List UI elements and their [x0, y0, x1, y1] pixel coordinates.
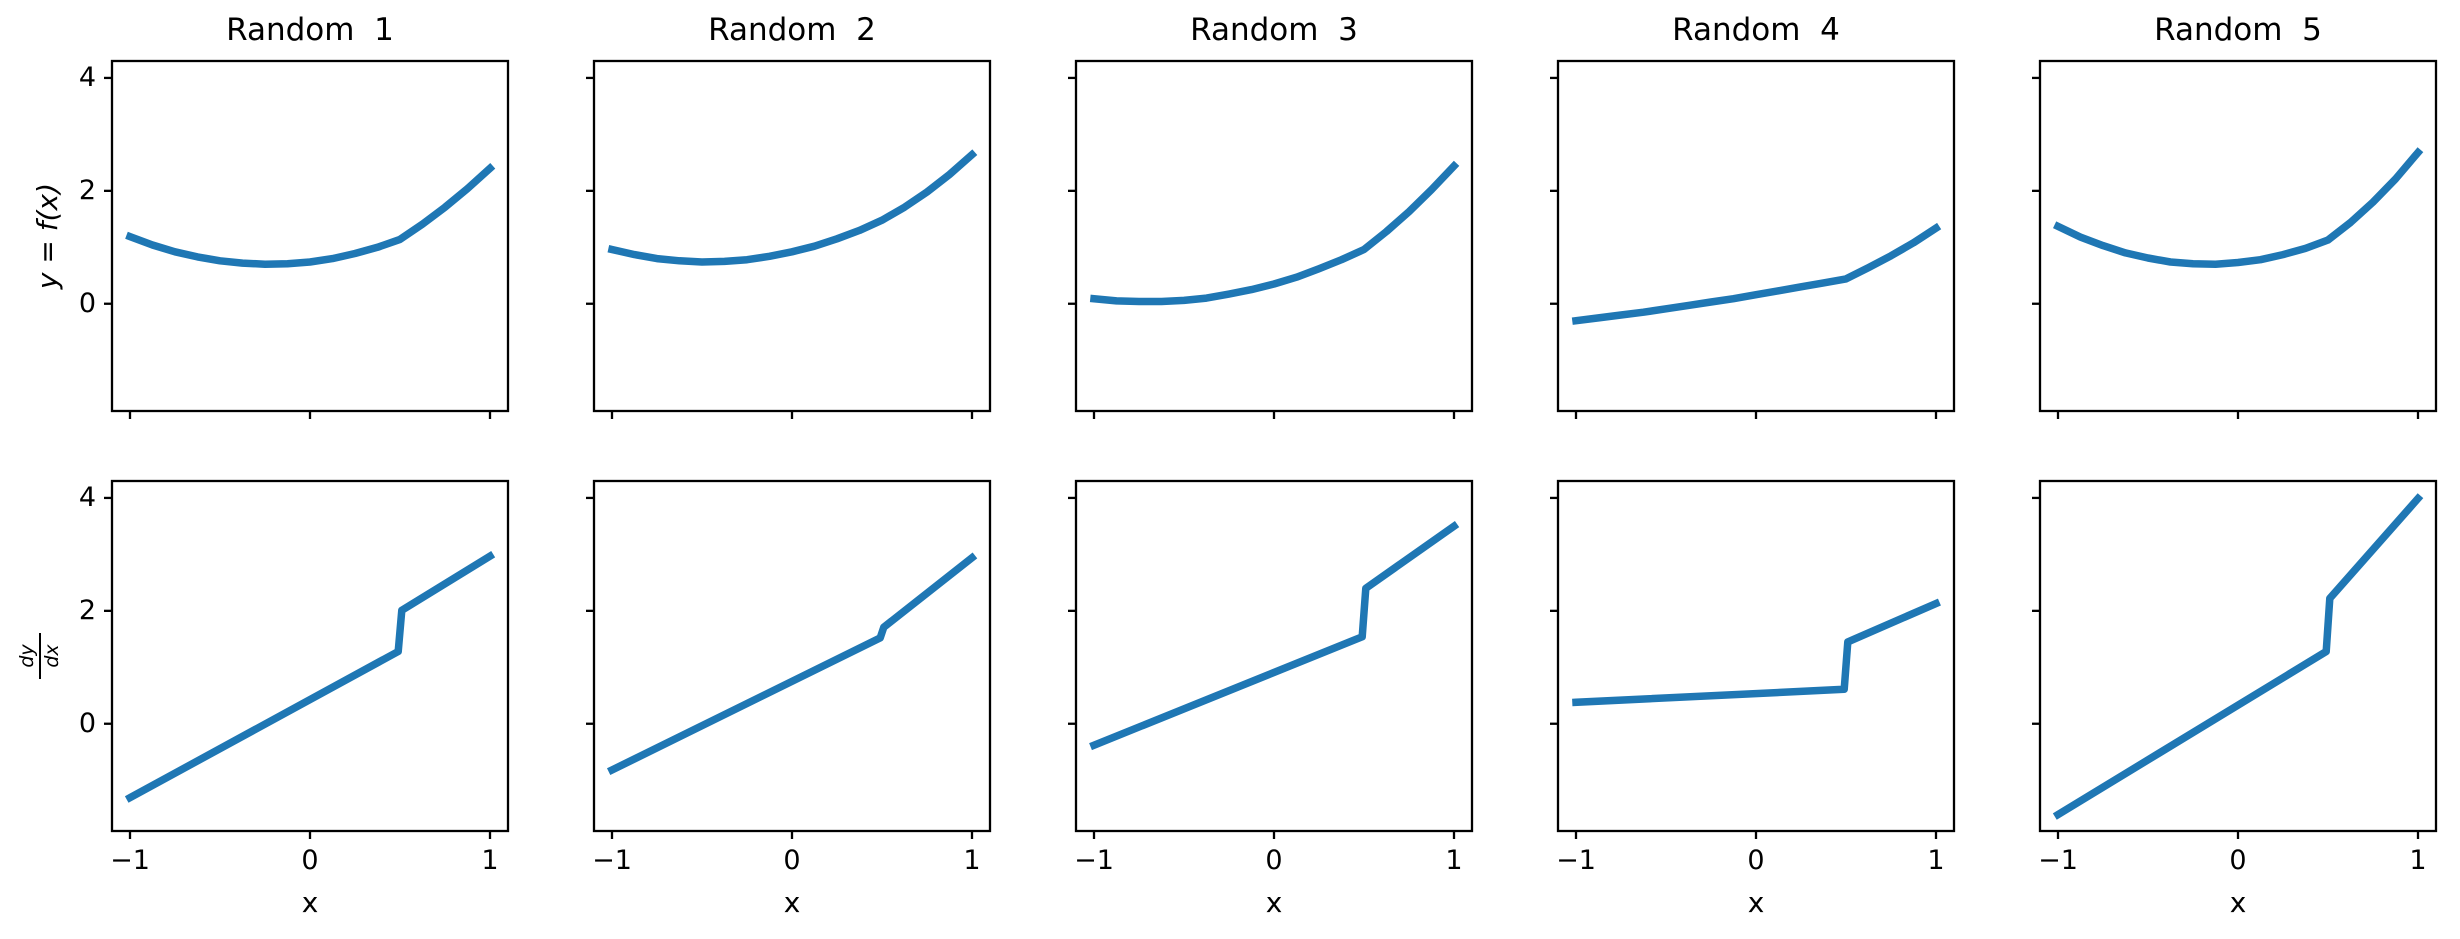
axis-frame — [1074, 59, 1474, 413]
plot-area — [1550, 479, 1956, 839]
x-ticks — [1092, 411, 1456, 419]
x-tick-label: 1 — [963, 845, 981, 876]
subplot-title: Random 3 — [1190, 12, 1358, 48]
x-tick-label: 0 — [783, 845, 801, 876]
axis-frame — [1556, 479, 1956, 833]
data-curve — [2053, 147, 2424, 268]
subplot-fx-3 — [1068, 59, 1474, 419]
data-curve — [124, 550, 496, 803]
subplot-dydx-1 — [104, 479, 510, 839]
subplot-dydx-5 — [2032, 479, 2438, 839]
subplot-title: Random 1 — [226, 12, 394, 48]
data-curve — [607, 149, 978, 266]
y-ticks — [2032, 496, 2040, 725]
x-tick-label: −1 — [110, 845, 150, 876]
y-tick-label: 4 — [78, 61, 96, 93]
x-tick-label: −1 — [1074, 845, 1114, 876]
x-ticks — [2056, 411, 2420, 419]
axis-frame — [592, 59, 992, 413]
y-ticks — [104, 496, 112, 725]
data-curve — [1089, 160, 1460, 306]
x-tick-label: 1 — [1927, 845, 1945, 876]
data-curve — [1571, 222, 1942, 325]
y-tick-label: 2 — [78, 174, 96, 206]
plot-area — [2032, 59, 2438, 419]
x-tick-label: −1 — [2038, 845, 2078, 876]
x-ticks — [128, 831, 492, 839]
x-tick-label: 0 — [301, 845, 319, 876]
plot-area — [104, 479, 510, 839]
x-axis-label: x — [1265, 886, 1283, 919]
x-axis-label: x — [301, 886, 319, 919]
y-tick-label: 2 — [78, 594, 96, 626]
x-tick-label: 0 — [2229, 845, 2247, 876]
y-ticks — [1068, 496, 1076, 725]
x-axis-label: x — [783, 886, 801, 919]
subplot-dydx-3 — [1068, 479, 1474, 839]
subplot-fx-2 — [586, 59, 992, 419]
x-tick-label: 0 — [1747, 845, 1765, 876]
x-ticks — [610, 831, 974, 839]
y-tick-label: 0 — [78, 707, 96, 739]
y-ticks — [586, 496, 594, 725]
plot-area — [104, 59, 510, 419]
data-curve — [1572, 598, 1941, 707]
y-ticks — [586, 76, 594, 305]
subplot-title: Random 2 — [708, 12, 876, 48]
data-curve — [2052, 493, 2424, 820]
y-axis-label-fx: y = f(x) — [31, 182, 64, 290]
x-axis-label: x — [2229, 886, 2247, 919]
subplot-fx-4 — [1550, 59, 1956, 419]
subplot-title: Random 5 — [2154, 12, 2322, 48]
y-ticks — [104, 76, 112, 305]
y-ticks — [1068, 76, 1076, 305]
axis-frame — [110, 59, 510, 413]
axis-frame — [2038, 479, 2438, 833]
plot-area — [586, 479, 992, 839]
x-ticks — [128, 411, 492, 419]
x-tick-label: 1 — [2409, 845, 2427, 876]
axis-frame — [592, 479, 992, 833]
data-curve — [606, 552, 978, 776]
x-tick-label: −1 — [592, 845, 632, 876]
axis-frame — [2038, 59, 2438, 413]
x-ticks — [1574, 411, 1938, 419]
x-tick-label: 0 — [1265, 845, 1283, 876]
axis-frame — [1074, 479, 1474, 833]
y-axis-label-dydx: dy dx — [16, 633, 63, 679]
subplot-fx-1 — [104, 59, 510, 419]
axis-frame — [1556, 59, 1956, 413]
x-ticks — [610, 411, 974, 419]
axis-frame — [110, 479, 510, 833]
y-tick-label: 0 — [78, 287, 96, 319]
dydx-denominator: dx — [41, 644, 63, 668]
subplot-dydx-2 — [586, 479, 992, 839]
subplot-title: Random 4 — [1672, 12, 1840, 48]
plot-area — [586, 59, 992, 419]
data-curve — [1089, 520, 1460, 751]
y-ticks — [1550, 496, 1558, 725]
plot-area — [1068, 59, 1474, 419]
y-tick-label: 4 — [78, 481, 96, 513]
subplot-fx-5 — [2032, 59, 2438, 419]
y-ticks — [1550, 76, 1558, 305]
x-axis-label: x — [1747, 886, 1765, 919]
x-tick-label: 1 — [481, 845, 499, 876]
x-tick-label: −1 — [1556, 845, 1596, 876]
x-ticks — [1092, 831, 1456, 839]
plot-area — [1068, 479, 1474, 839]
y-ticks — [2032, 76, 2040, 305]
plot-area — [2032, 479, 2438, 839]
x-ticks — [2056, 831, 2420, 839]
data-curve — [125, 163, 496, 268]
x-ticks — [1574, 831, 1938, 839]
x-tick-label: 1 — [1445, 845, 1463, 876]
dydx-numerator: dy — [16, 644, 38, 668]
subplot-dydx-4 — [1550, 479, 1956, 839]
plot-area — [1550, 59, 1956, 419]
